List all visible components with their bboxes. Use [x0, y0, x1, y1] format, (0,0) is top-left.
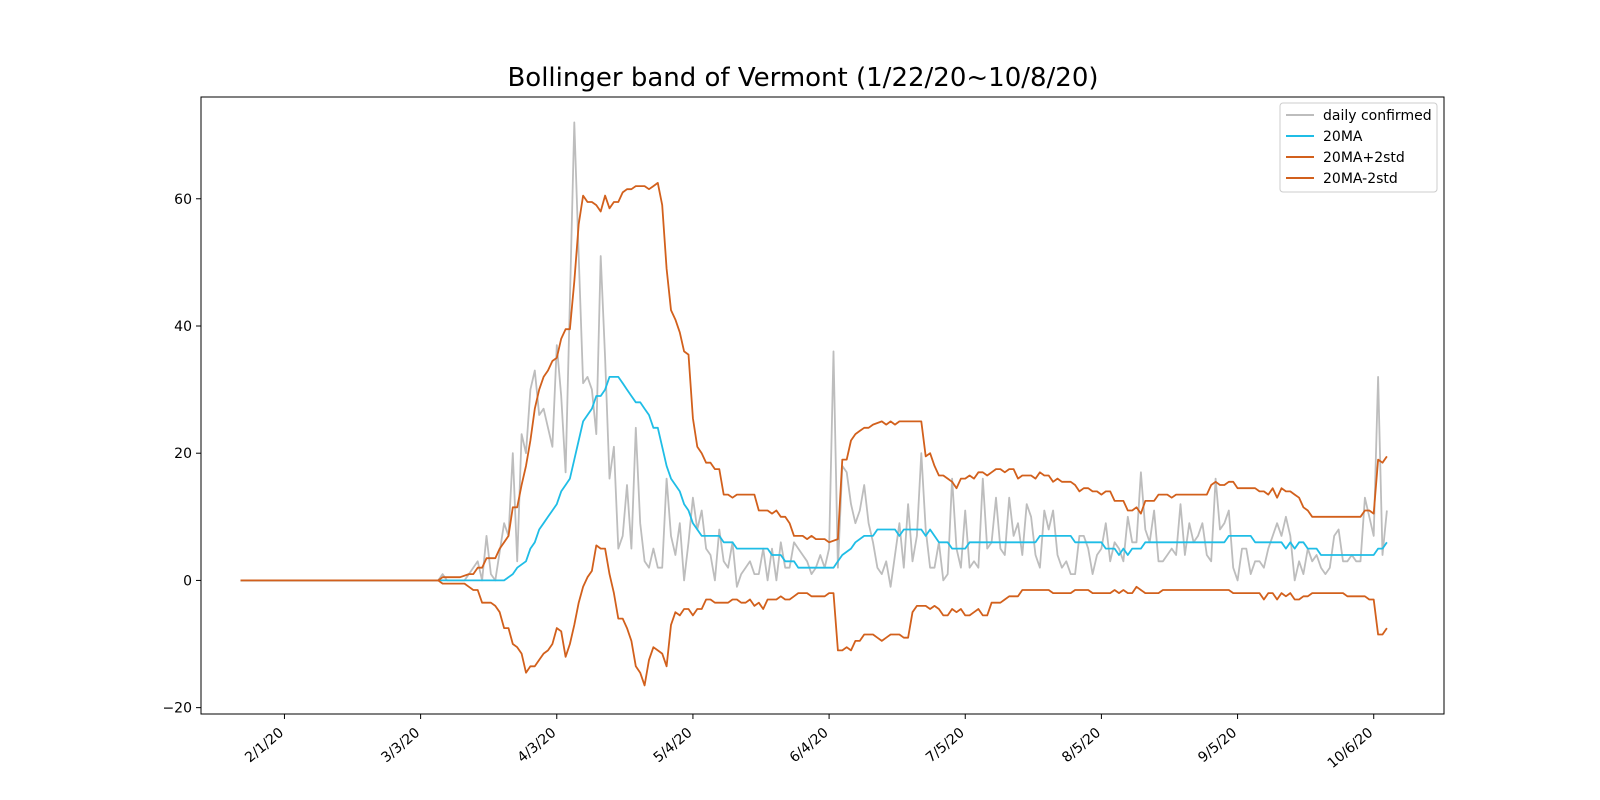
x-tick-label: 9/5/20	[1195, 725, 1240, 766]
x-tick-label: 7/5/20	[923, 725, 968, 766]
plot-frame	[200, 96, 1445, 715]
x-tick-label: 10/6/20	[1325, 725, 1377, 772]
legend-label: 20MA-2std	[1323, 171, 1398, 187]
y-tick-label: 40	[174, 319, 192, 335]
x-tick-label: 2/1/20	[242, 725, 287, 766]
x-tick-label: 5/4/20	[651, 725, 696, 766]
series-line-daily-confirmed	[240, 121, 1388, 588]
legend-label: 20MA	[1323, 129, 1363, 145]
y-tick-label: 60	[174, 192, 192, 208]
x-axis: 2/1/20 3/3/20 4/3/20 5/4/20 6/4/20 7/5/20 8/5/…	[242, 714, 1376, 772]
x-tick-label: 4/3/20	[515, 725, 560, 766]
x-tick-label: 3/3/20	[378, 725, 423, 766]
y-tick-label: 0	[183, 573, 192, 589]
chart-title: Bollinger band of Vermont (1/22/20~10/8/…	[507, 63, 1098, 93]
legend-box	[1279, 102, 1438, 193]
x-tick-label: 6/4/20	[787, 725, 832, 766]
series-line-20ma	[240, 375, 1388, 582]
series-line-20ma-plus-2std	[240, 181, 1388, 582]
x-tick-label: 8/5/20	[1059, 725, 1104, 766]
plot-area	[200, 96, 1445, 715]
y-tick-label: −20	[162, 701, 192, 717]
legend-label: 20MA+2std	[1323, 150, 1405, 166]
y-axis: −20 0 20 40 60	[162, 192, 201, 717]
legend: daily confirmed 20MA 20MA+2std 20MA-2std	[1279, 102, 1438, 193]
legend-label: daily confirmed	[1323, 108, 1432, 124]
y-tick-label: 20	[174, 446, 192, 462]
series-line-20ma-2std	[240, 544, 1388, 687]
